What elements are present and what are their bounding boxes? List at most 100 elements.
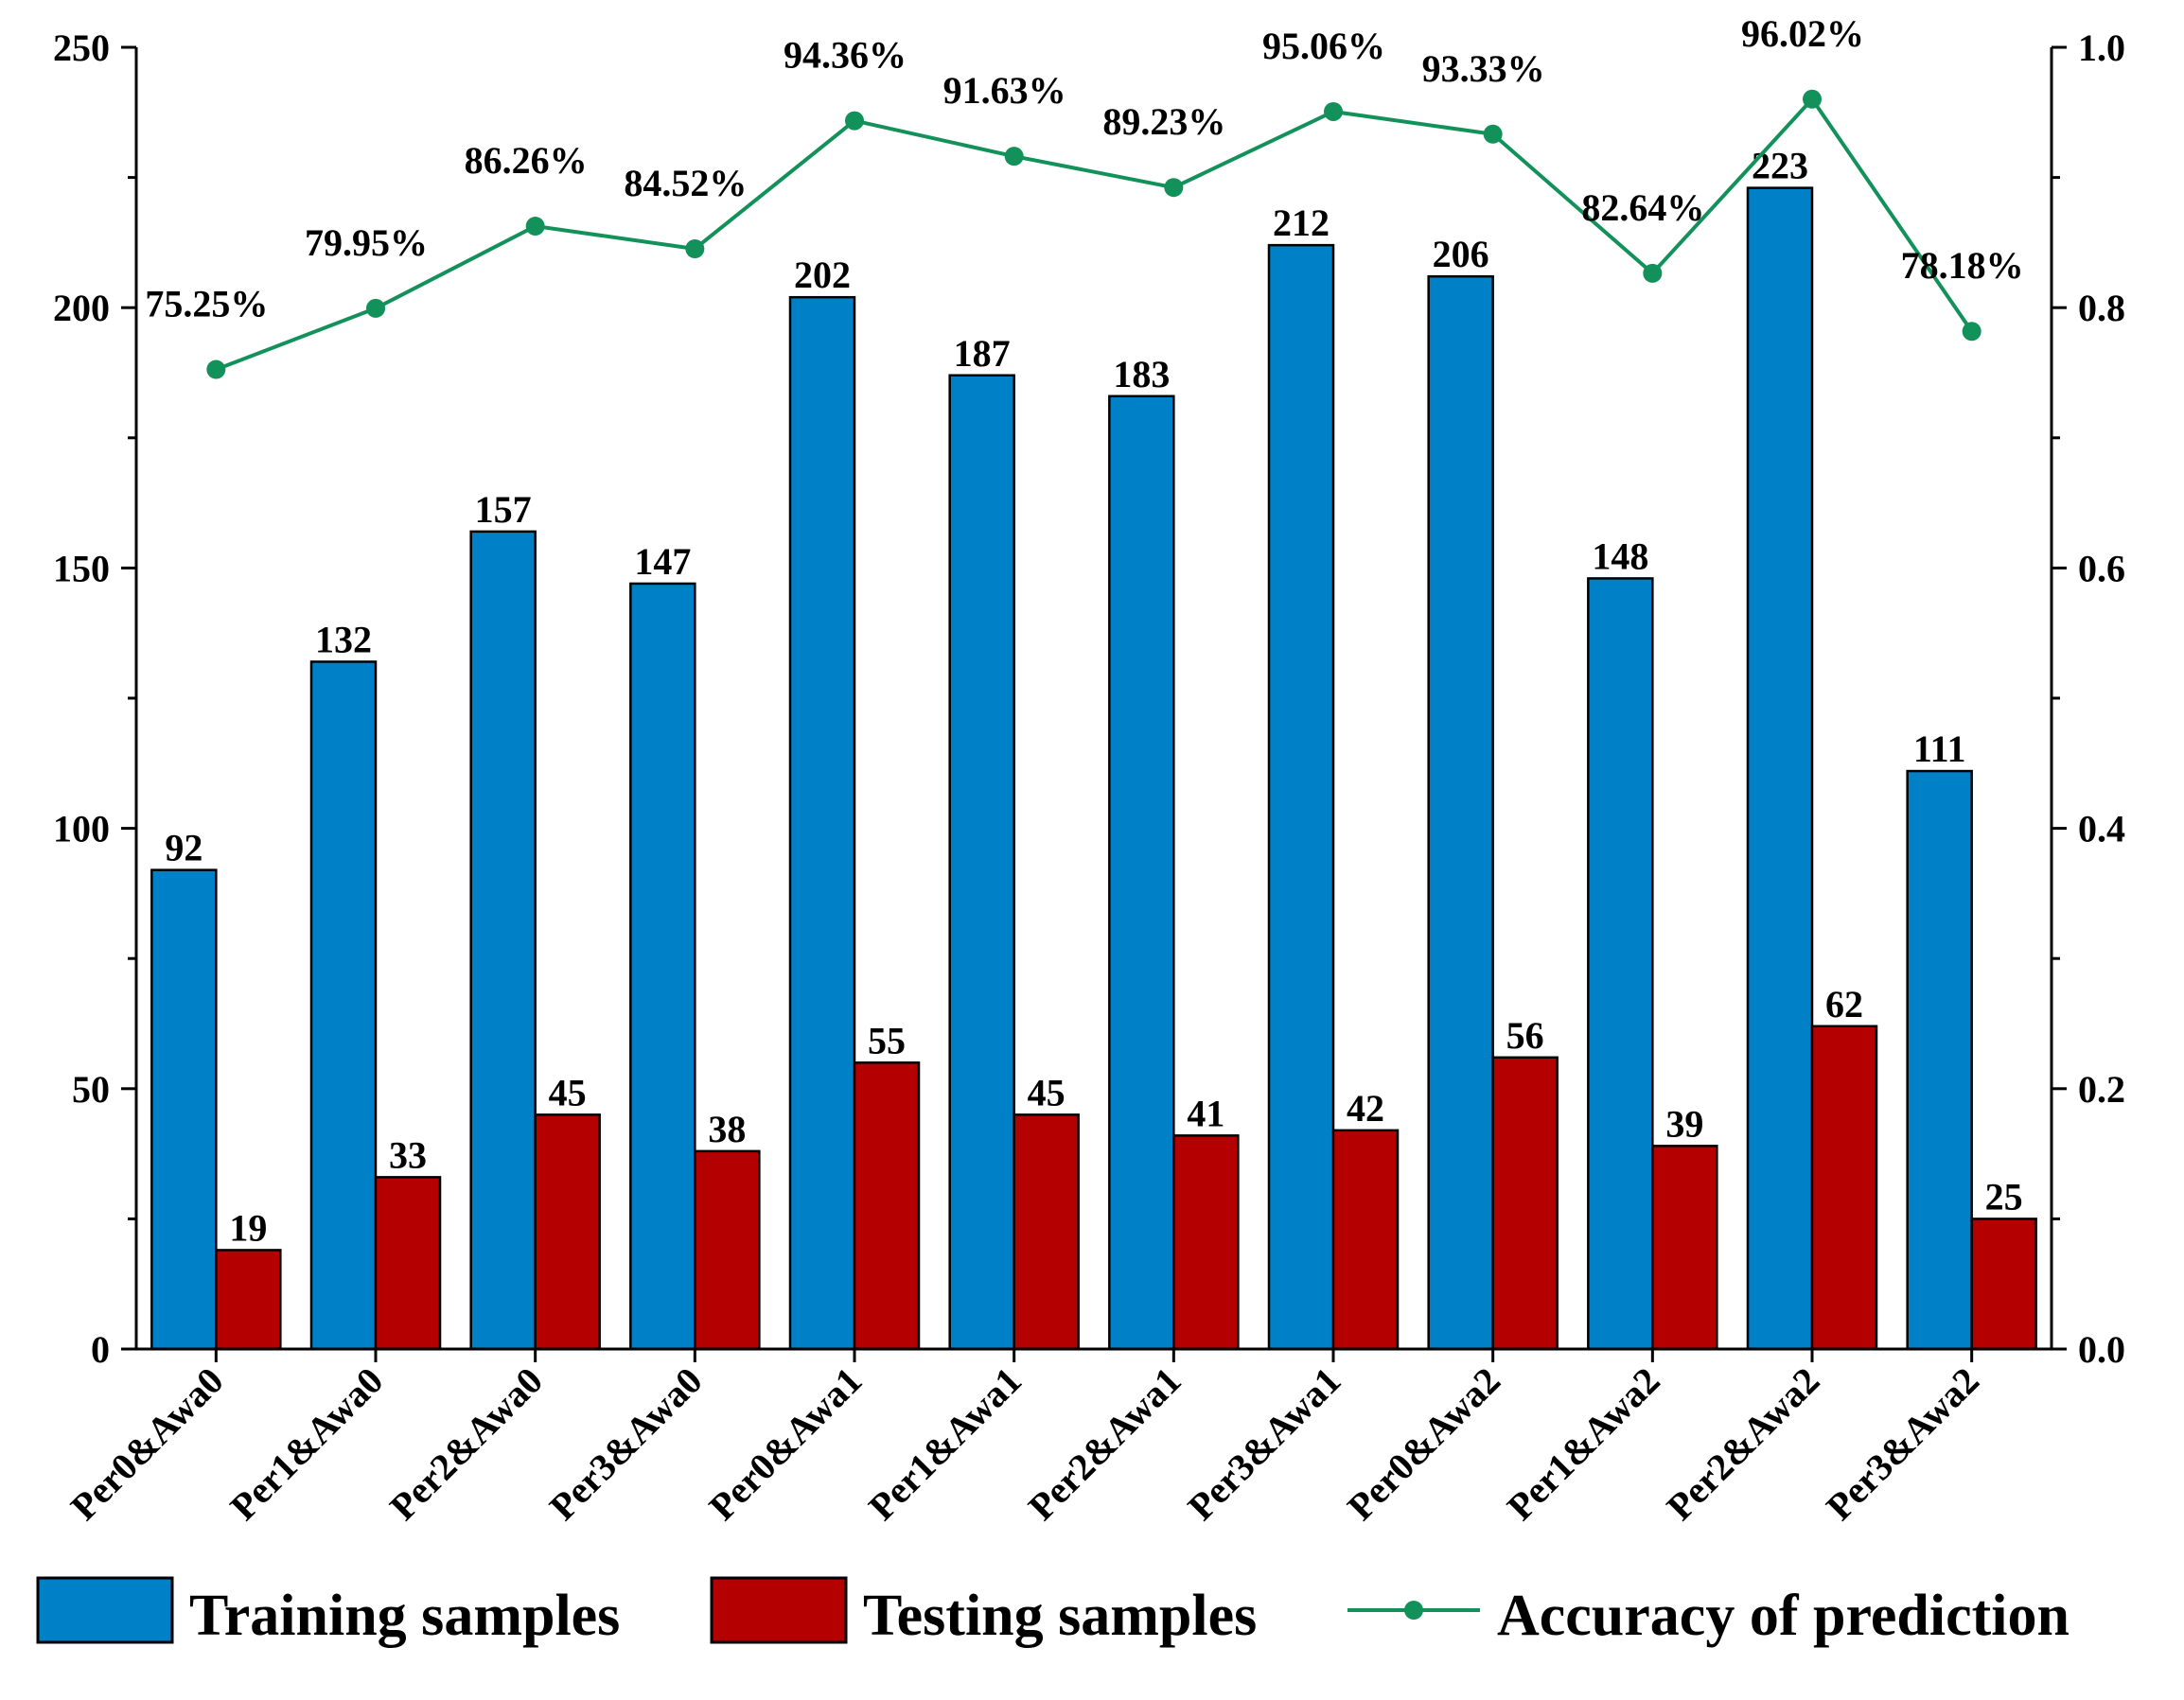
testing-bar-label: 42 [1347, 1087, 1384, 1130]
training-bar [1267, 243, 1335, 1351]
testing-bar-label: 19 [229, 1206, 267, 1249]
training-bar [788, 295, 856, 1351]
testing-bar [1331, 1129, 1400, 1351]
legend-accuracy-label: Accuracy of prediction [1497, 1584, 2070, 1648]
training-bar [1906, 769, 1973, 1351]
right-tick-label: 0.8 [2078, 287, 2125, 329]
accuracy-label: 86.26% [465, 139, 588, 182]
accuracy-label: 96.02% [1741, 12, 1864, 55]
left-tick-label: 150 [53, 547, 110, 589]
testing-bar [1491, 1056, 1559, 1351]
training-bar [309, 660, 378, 1351]
legend-training-label: Training samples [189, 1584, 620, 1648]
testing-bar [1013, 1113, 1080, 1351]
training-bar-label: 92 [165, 827, 203, 869]
accuracy-point [1324, 101, 1343, 121]
training-bar [1108, 394, 1175, 1351]
training-bar-label: 132 [315, 618, 372, 660]
testing-bar [1970, 1218, 2037, 1351]
testing-bar-label: 55 [868, 1019, 906, 1061]
legend-accuracy-marker [1404, 1601, 1423, 1620]
accuracy-label: 78.18% [1901, 244, 2024, 287]
accuracy-line [215, 96, 1974, 372]
legend-testing-label: Testing samples [863, 1584, 1257, 1648]
x-category-label: Per2&Awa2 [1658, 1359, 1827, 1529]
training-bar [1587, 577, 1654, 1351]
testing-bar-label: 56 [1506, 1014, 1544, 1057]
left-tick-label: 50 [72, 1068, 110, 1111]
x-category-label: Per3&Awa0 [541, 1359, 711, 1529]
testing-bar-label: 38 [708, 1108, 746, 1150]
x-category-label: Per1&Awa2 [1499, 1359, 1668, 1529]
testing-bar [1810, 1025, 1878, 1351]
x-category-label: Per0&Awa1 [700, 1359, 870, 1529]
accuracy-label: 75.25% [145, 283, 268, 325]
accuracy-point [685, 239, 705, 259]
x-category-label: Per3&Awa2 [1818, 1359, 1987, 1529]
training-bar [948, 374, 1015, 1351]
testing-bar [215, 1249, 282, 1351]
testing-bar [374, 1176, 442, 1351]
accuracy-series: 75.25% 79.95% 86.26% 84.52% 94.36% 91.63% 89.2… [145, 12, 2024, 379]
training-bar [469, 530, 537, 1351]
accuracy-label: 89.23% [1102, 100, 1225, 143]
accuracy-point [1643, 263, 1663, 283]
testing-bar-label: 33 [389, 1133, 427, 1176]
right-tick-label: 0.4 [2078, 808, 2125, 850]
x-category-label: Per0&Awa0 [62, 1359, 232, 1529]
testing-bar-label: 25 [1985, 1175, 2023, 1218]
training-bar [629, 582, 696, 1351]
accuracy-point [1962, 322, 1981, 342]
testing-bar-label: 62 [1825, 983, 1863, 1025]
x-category-label: Per1&Awa0 [221, 1359, 391, 1529]
accuracy-point [525, 217, 545, 237]
accuracy-label: 79.95% [305, 221, 428, 264]
accuracy-label: 94.36% [784, 34, 907, 77]
legend: Training samples Testing samples Accuracy … [36, 1576, 2070, 1648]
x-category-label: Per0&Awa2 [1339, 1359, 1508, 1529]
training-bar-label: 111 [1913, 727, 1966, 770]
training-bar-label: 147 [634, 540, 691, 583]
accuracy-label: 91.63% [943, 69, 1066, 112]
testing-bar [1172, 1134, 1240, 1351]
testing-bar-label: 41 [1187, 1092, 1224, 1134]
training-bar-label: 202 [794, 254, 851, 296]
accuracy-point [1803, 89, 1822, 109]
training-bar-label: 212 [1273, 202, 1330, 244]
legend-training-swatch [36, 1576, 174, 1644]
testing-bar-label: 45 [1028, 1071, 1066, 1113]
accuracy-point [1164, 178, 1184, 198]
right-tick-label: 0.2 [2078, 1068, 2125, 1111]
right-tick-label: 0.6 [2078, 547, 2125, 589]
training-bar-label: 157 [475, 488, 532, 531]
training-bar-label: 206 [1433, 233, 1489, 275]
left-tick-label: 100 [53, 808, 110, 850]
x-category-label: Per3&Awa1 [1179, 1359, 1348, 1529]
accuracy-point [845, 111, 864, 131]
testing-bar [534, 1113, 601, 1351]
accuracy-point [366, 298, 385, 318]
training-bar [1427, 274, 1494, 1351]
accuracy-label: 95.06% [1262, 25, 1385, 67]
accuracy-point [1483, 124, 1503, 144]
left-tick-label: 200 [53, 287, 110, 329]
testing-bar-label: 45 [549, 1071, 587, 1113]
training-bar [1746, 186, 1814, 1351]
right-tick-label: 0.0 [2078, 1328, 2125, 1371]
right-tick-label: 1.0 [2078, 26, 2125, 69]
training-bar-label: 187 [954, 332, 1011, 375]
accuracy-point [206, 359, 226, 379]
x-category-label: Per2&Awa0 [381, 1359, 551, 1529]
testing-bar [1651, 1145, 1718, 1351]
x-category-label: Per2&Awa1 [1020, 1359, 1189, 1529]
accuracy-point [1004, 147, 1024, 166]
testing-bar [853, 1061, 921, 1351]
bars: 92 132 157 147 202 187 183 212 206 148 223 111 19 33 4… [150, 145, 2037, 1351]
training-bar-label: 148 [1592, 535, 1648, 577]
testing-bar [694, 1149, 761, 1351]
legend-testing-swatch [710, 1576, 848, 1644]
training-bar-label: 183 [1113, 353, 1170, 395]
training-bar [150, 868, 218, 1351]
accuracy-label: 93.33% [1422, 47, 1545, 90]
